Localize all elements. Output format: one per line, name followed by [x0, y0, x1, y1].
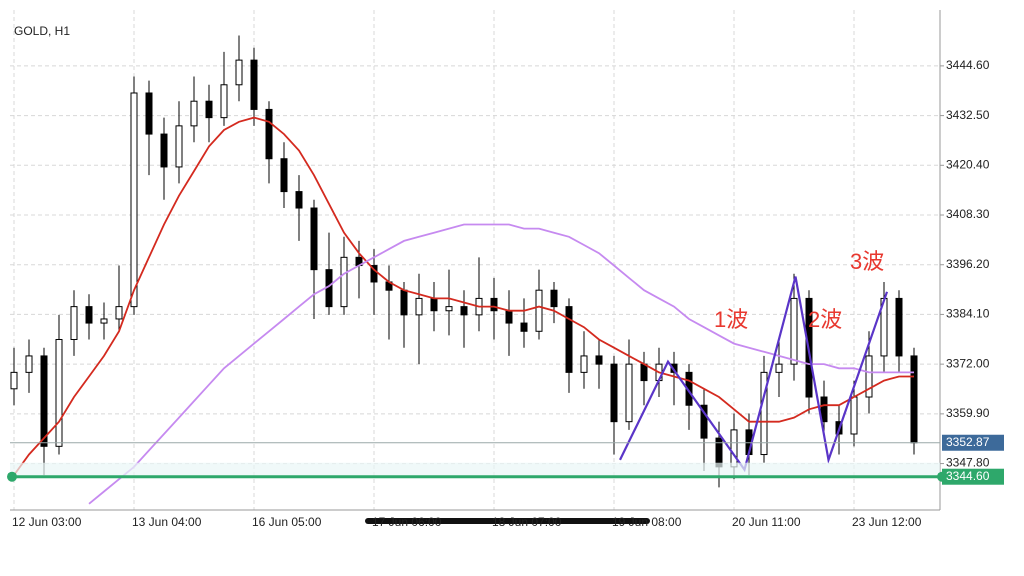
candle-body: [145, 92, 153, 135]
x-tick-label: 17 Jun 06:00: [372, 515, 442, 529]
candle-body: [670, 363, 678, 373]
candle-body: [595, 355, 603, 365]
candle-body: [265, 108, 273, 160]
support-handle: [7, 471, 17, 482]
candle-body: [100, 318, 108, 324]
candle-body: [895, 297, 903, 357]
y-tick-label: 3372.00: [946, 356, 990, 370]
plot: [10, 35, 918, 505]
y-tick-label: 3384.10: [946, 307, 990, 321]
candle-body: [40, 355, 48, 447]
candle-body: [535, 289, 543, 332]
symbol-title: GOLD, H1: [14, 24, 70, 38]
candle-body: [295, 191, 303, 209]
candle-body: [640, 363, 648, 382]
bid-label: 3352.87: [946, 435, 990, 449]
candle-body: [415, 297, 423, 316]
x-tick-label: 19 Jun 08:00: [612, 515, 682, 529]
candle-body: [910, 355, 918, 444]
candle-body: [820, 396, 828, 423]
candle-body: [340, 256, 348, 308]
support-label: 3344.60: [946, 469, 990, 483]
bid-label-box: [942, 434, 1004, 451]
candle-body: [175, 125, 183, 168]
moving-average: [13, 116, 914, 476]
candle-body: [160, 133, 168, 168]
candle-body: [445, 306, 453, 312]
x-tick-label: 23 Jun 12:00: [852, 515, 922, 529]
candle-body: [730, 429, 738, 468]
candle-body: [790, 297, 798, 365]
x-tick-label: 20 Jun 11:00: [732, 515, 801, 529]
candle-body: [10, 371, 18, 390]
y-tick-label: 3408.30: [946, 207, 990, 221]
candle-body: [625, 363, 633, 423]
moving-average: [88, 223, 914, 505]
candle-body: [550, 289, 558, 308]
y-tick-label: 3444.60: [946, 58, 990, 72]
x-tick-label: 12 Jun 03:00: [12, 515, 82, 529]
candle-body: [850, 396, 858, 435]
candle-body: [610, 363, 618, 423]
wave-annotation: 3波: [850, 249, 884, 274]
candle-body: [775, 363, 783, 373]
scrollbar[interactable]: [365, 518, 650, 524]
candle-body: [85, 306, 93, 324]
candle-body: [370, 265, 378, 283]
candle-body: [70, 306, 78, 340]
support-label-handle: [937, 471, 947, 482]
candle-body: [220, 84, 228, 119]
x-tick-label: 18 Jun 07:00: [492, 515, 562, 529]
wave-annotation: 1波: [714, 307, 748, 332]
y-tick-label: 3420.40: [946, 157, 990, 171]
candle-body: [130, 92, 138, 308]
candle-body: [115, 306, 123, 320]
candle-body: [490, 297, 498, 312]
x-tick-label: 13 Jun 04:00: [132, 515, 202, 529]
candle-body: [250, 59, 258, 110]
candle-body: [565, 306, 573, 373]
y-tick-label: 3396.20: [946, 257, 990, 271]
candle-body: [520, 322, 528, 332]
candle-body: [310, 207, 318, 271]
candle-body: [400, 289, 408, 316]
candle-body: [700, 404, 708, 439]
wave-annotation: 2波: [808, 307, 842, 332]
x-tick-label: 16 Jun 05:00: [252, 515, 322, 529]
candle-body: [580, 355, 588, 373]
support-label-box: [942, 468, 1004, 485]
candle-body: [55, 338, 63, 447]
y-tick-label: 3347.80: [946, 456, 990, 470]
candle-body: [25, 355, 33, 373]
y-tick-label: 3432.50: [946, 108, 990, 122]
candle-body: [760, 371, 768, 456]
candle-body: [235, 59, 243, 86]
candle-body: [865, 355, 873, 398]
wave-line: [619, 276, 889, 473]
candle-body: [280, 158, 288, 193]
candle-body: [430, 297, 438, 312]
candle-body: [460, 306, 468, 316]
candle-body: [190, 100, 198, 127]
support-band: [10, 462, 940, 477]
y-tick-label: 3359.90: [946, 406, 990, 420]
candle-body: [205, 100, 213, 119]
candle-body: [505, 310, 513, 324]
